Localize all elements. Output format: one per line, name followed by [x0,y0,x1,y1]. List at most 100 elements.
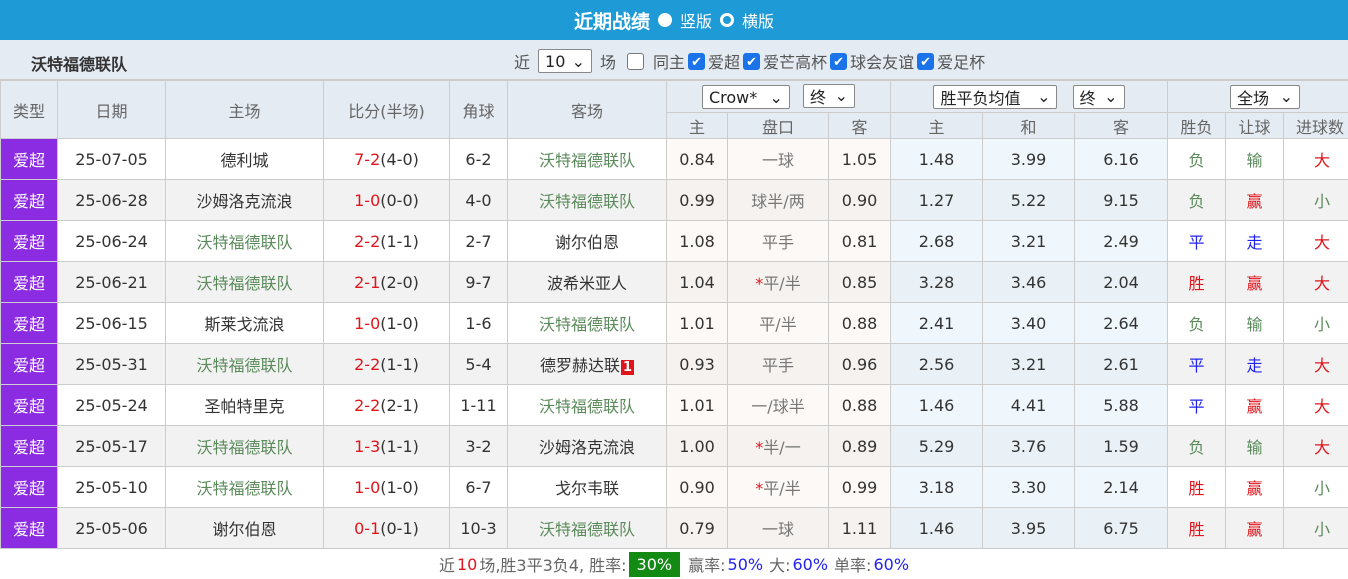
away-team-cell[interactable]: 戈尔韦联 [508,467,667,508]
avg-loss: 6.16 [1075,139,1168,180]
score-cell[interactable]: 2-2(1-1) [324,344,450,385]
league-checkbox-0[interactable]: ✔ [688,53,705,70]
odds-phase-select[interactable]: 终⌄ [803,84,855,108]
avg-win: 5.29 [891,426,983,467]
type-cell[interactable]: 爱超 [1,385,58,426]
away-team-cell[interactable]: 沃特福德联队 [508,139,667,180]
avg-phase-value: 终 [1080,85,1096,109]
home-team-cell[interactable]: 斯莱戈流浪 [166,303,324,344]
radio-horizontal[interactable] [720,13,734,27]
home-team-cell[interactable]: 沙姆洛克流浪 [166,180,324,221]
league-checkbox-1[interactable]: ✔ [743,53,760,70]
league-checkbox-2[interactable]: ✔ [830,53,847,70]
away-team-cell[interactable]: 谢尔伯恩 [508,221,667,262]
odds-phase-value: 终 [810,84,826,108]
score-cell[interactable]: 1-0(0-0) [324,180,450,221]
home-team-cell[interactable]: 沃特福德联队 [166,262,324,303]
away-team-cell[interactable]: 沃特福德联队 [508,303,667,344]
match-count-select[interactable]: 10⌄ [538,49,592,73]
sub-header: 主 [891,113,983,139]
sub-header: 盘口 [728,113,829,139]
score-cell[interactable]: 2-1(2-0) [324,262,450,303]
type-cell[interactable]: 爱超 [1,508,58,549]
full-time-score: 2-2 [354,396,380,415]
away-team-cell[interactable]: 波希米亚人 [508,262,667,303]
odds-home: 0.93 [667,344,728,385]
scope-select[interactable]: 全场⌄ [1230,85,1300,109]
score-cell[interactable]: 1-0(1-0) [324,303,450,344]
type-cell[interactable]: 爱超 [1,139,58,180]
type-cell[interactable]: 爱超 [1,426,58,467]
away-team-name: 沃特福德联队 [539,192,635,211]
home-team-cell[interactable]: 沃特福德联队 [166,344,324,385]
odds-away: 0.81 [829,221,891,262]
handicap-result-cell: 走 [1226,221,1284,262]
result-cell: 负 [1168,303,1226,344]
home-team-cell[interactable]: 圣帕特里克 [166,385,324,426]
avg-draw: 5.22 [983,180,1075,221]
type-cell[interactable]: 爱超 [1,262,58,303]
result-cell: 平 [1168,344,1226,385]
handicap-result-cell: 输 [1226,426,1284,467]
handicap-result-cell: 赢 [1226,180,1284,221]
type-cell[interactable]: 爱超 [1,221,58,262]
result-cell: 负 [1168,180,1226,221]
league-checkbox-3[interactable]: ✔ [917,53,934,70]
date-cell: 25-07-05 [58,139,166,180]
handicap-result-cell: 赢 [1226,262,1284,303]
result-cell: 负 [1168,139,1226,180]
league-label: 球会友谊 [850,49,914,73]
home-team-cell[interactable]: 沃特福德联队 [166,221,324,262]
away-team-cell[interactable]: 沙姆洛克流浪 [508,426,667,467]
score-cell[interactable]: 0-1(0-1) [324,508,450,549]
handicap-text: 平/半 [763,479,800,498]
avg-draw: 3.95 [983,508,1075,549]
handicap-text: 平手 [762,233,794,252]
summary-text: 单率: [834,552,871,576]
radio-vertical[interactable] [658,13,672,27]
score-cell[interactable]: 1-3(1-1) [324,426,450,467]
avg-loss: 9.15 [1075,180,1168,221]
date-cell: 25-05-24 [58,385,166,426]
score-cell[interactable]: 2-2(2-1) [324,385,450,426]
away-team-cell[interactable]: 沃特福德联队 [508,180,667,221]
type-cell[interactable]: 爱超 [1,344,58,385]
score-cell[interactable]: 2-2(1-1) [324,221,450,262]
radio-vertical-label[interactable]: 竖版 [680,8,712,32]
over-under-cell: 小 [1284,508,1348,549]
corner-cell: 1-6 [450,303,508,344]
avg-phase-select[interactable]: 终⌄ [1073,85,1125,109]
home-team-cell[interactable]: 德利城 [166,139,324,180]
same-home-checkbox[interactable] [627,53,644,70]
home-team-cell[interactable]: 谢尔伯恩 [166,508,324,549]
home-team-cell[interactable]: 沃特福德联队 [166,467,324,508]
odds-company-select[interactable]: Crow*⌄ [702,85,790,109]
avg-type-select[interactable]: 胜平负均值⌄ [933,85,1057,109]
score-cell[interactable]: 7-2(4-0) [324,139,450,180]
date-cell: 25-05-10 [58,467,166,508]
type-cell[interactable]: 爱超 [1,467,58,508]
away-team-cell[interactable]: 沃特福德联队 [508,385,667,426]
radio-horizontal-label[interactable]: 横版 [742,8,774,32]
over-under-cell: 大 [1284,221,1348,262]
type-cell[interactable]: 爱超 [1,303,58,344]
handicap-text: 半/一 [763,438,800,457]
away-team-cell[interactable]: 沃特福德联队 [508,508,667,549]
type-cell[interactable]: 爱超 [1,180,58,221]
away-team-name: 德罗赫达联 [540,356,620,375]
avg-loss: 2.61 [1075,344,1168,385]
score-cell[interactable]: 1-0(1-0) [324,467,450,508]
home-team-cell[interactable]: 沃特福德联队 [166,426,324,467]
result-cell: 胜 [1168,508,1226,549]
